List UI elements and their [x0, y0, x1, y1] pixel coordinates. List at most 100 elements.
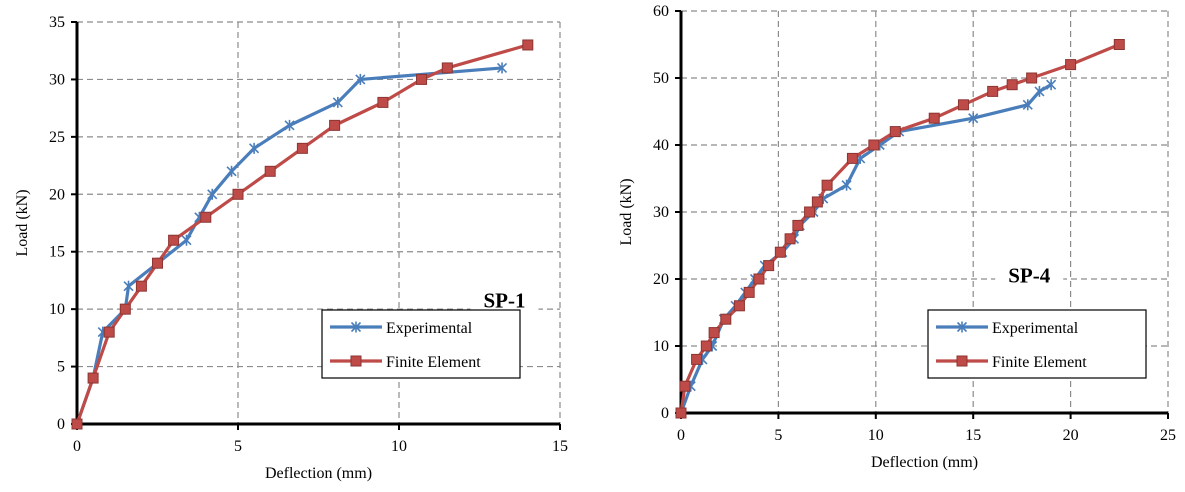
x-tick-label: 5	[774, 427, 782, 444]
data-point-finite-element	[733, 300, 745, 312]
data-point-finite-element	[821, 179, 833, 191]
data-point-finite-element	[522, 39, 534, 51]
x-tick-label: 20	[1063, 427, 1079, 444]
data-point-experimental	[181, 234, 192, 246]
series-line-finite-element	[75, 43, 529, 425]
data-point-experimental	[123, 280, 134, 292]
legend-marker-square	[956, 355, 968, 367]
y-tick-label: 30	[49, 71, 65, 88]
data-point-experimental	[249, 142, 260, 154]
data-point-experimental	[207, 188, 218, 200]
data-point-finite-element	[784, 233, 796, 245]
data-point-finite-element	[804, 206, 816, 218]
chart-sp-4: 0 10 20 30 40 50 60 0 5 10 15 20 25 Deflection (mm) Lo…	[618, 3, 1176, 471]
data-point-finite-element	[928, 112, 940, 124]
y-axis-title: Load (kN)	[14, 189, 31, 256]
data-point-finite-element	[708, 327, 720, 339]
legend-label: Finite Element	[386, 354, 481, 371]
data-point-finite-element	[1026, 72, 1038, 84]
legend-marker-square	[350, 355, 362, 367]
x-axis-title: Deflection (mm)	[265, 465, 372, 482]
legend-box	[321, 309, 521, 379]
data-point-finite-element	[691, 353, 703, 365]
data-point-finite-element	[889, 126, 901, 138]
data-point-finite-element	[811, 196, 823, 208]
y-tick-label: 20	[653, 271, 669, 288]
data-point-finite-element	[700, 340, 712, 352]
data-point-finite-element	[377, 96, 389, 108]
data-point-finite-element	[743, 286, 755, 298]
data-point-finite-element	[232, 188, 244, 200]
data-point-experimental	[1022, 99, 1033, 111]
data-point-finite-element	[1113, 39, 1125, 50]
data-point-finite-element	[103, 326, 115, 338]
x-tick-label: 0	[73, 438, 81, 455]
legend-label: Finite Element	[992, 354, 1087, 371]
data-point-experimental	[841, 179, 852, 191]
y-tick-label: 40	[653, 137, 669, 154]
data-point-finite-element	[87, 372, 99, 384]
y-tick-label: 25	[49, 129, 65, 146]
x-tick-label: 10	[868, 427, 884, 444]
data-point-experimental	[284, 119, 295, 131]
data-point-experimental	[332, 96, 343, 108]
data-point-finite-element	[675, 407, 687, 419]
data-point-finite-element	[264, 165, 276, 177]
data-point-finite-element	[957, 99, 969, 111]
data-point-experimental	[968, 112, 979, 124]
legend-marker-asterisk	[956, 321, 968, 333]
y-tick-label: 50	[653, 70, 669, 87]
data-point-finite-element	[119, 303, 131, 315]
data-point-finite-element	[846, 152, 858, 164]
data-point-finite-element	[763, 260, 775, 272]
chart-annotation: SP-4	[1008, 263, 1051, 287]
data-point-experimental	[1046, 79, 1057, 91]
y-tick-label: 10	[653, 338, 669, 355]
data-point-finite-element	[868, 139, 880, 151]
annotation-background	[995, 260, 1064, 291]
data-point-finite-element	[200, 211, 212, 223]
x-tick-label: 0	[677, 427, 685, 444]
legend-label: Experimental	[992, 320, 1079, 337]
data-point-finite-element	[152, 257, 163, 269]
x-tick-label: 15	[552, 438, 568, 455]
data-point-finite-element	[441, 62, 453, 74]
y-tick-label: 30	[653, 204, 669, 221]
x-tick-label: 25	[1160, 427, 1176, 444]
data-point-experimental	[355, 73, 366, 85]
data-point-finite-element	[753, 273, 765, 285]
x-axis-title: Deflection (mm)	[871, 454, 978, 471]
data-point-finite-element	[135, 280, 147, 292]
y-axis-title: Load (kN)	[618, 178, 635, 245]
data-point-finite-element	[296, 142, 308, 154]
data-point-finite-element	[720, 313, 732, 325]
data-point-finite-element	[1006, 79, 1018, 91]
chart-sp-1: 0 5 10 15 20 25 30 35 0 5 10 15 Deflection (mm) Load …	[14, 14, 568, 482]
data-point-finite-element	[1065, 59, 1077, 71]
data-point-experimental	[1034, 85, 1045, 97]
x-tick-label: 5	[234, 438, 242, 455]
x-tick-label: 15	[965, 427, 981, 444]
y-tick-label: 0	[57, 416, 65, 433]
data-point-finite-element	[416, 73, 428, 85]
data-point-experimental	[226, 165, 237, 177]
data-point-finite-element	[168, 234, 180, 246]
legend-marker-asterisk	[350, 321, 362, 333]
data-point-finite-element	[987, 85, 999, 97]
data-point-finite-element	[329, 119, 341, 131]
data-point-finite-element	[679, 380, 691, 392]
y-tick-label: 60	[653, 3, 669, 20]
y-tick-label: 0	[661, 405, 669, 422]
y-tick-label: 5	[57, 359, 65, 376]
data-point-finite-element	[71, 418, 83, 430]
y-tick-label: 20	[49, 186, 65, 203]
y-tick-label: 15	[49, 244, 65, 261]
data-point-experimental	[496, 62, 508, 74]
legend-box	[927, 309, 1147, 379]
chart-annotation: SP-1	[483, 288, 525, 312]
x-tick-label: 10	[391, 438, 407, 455]
y-tick-label: 10	[49, 301, 65, 318]
data-point-finite-element	[792, 219, 804, 231]
y-tick-label: 35	[49, 14, 65, 31]
